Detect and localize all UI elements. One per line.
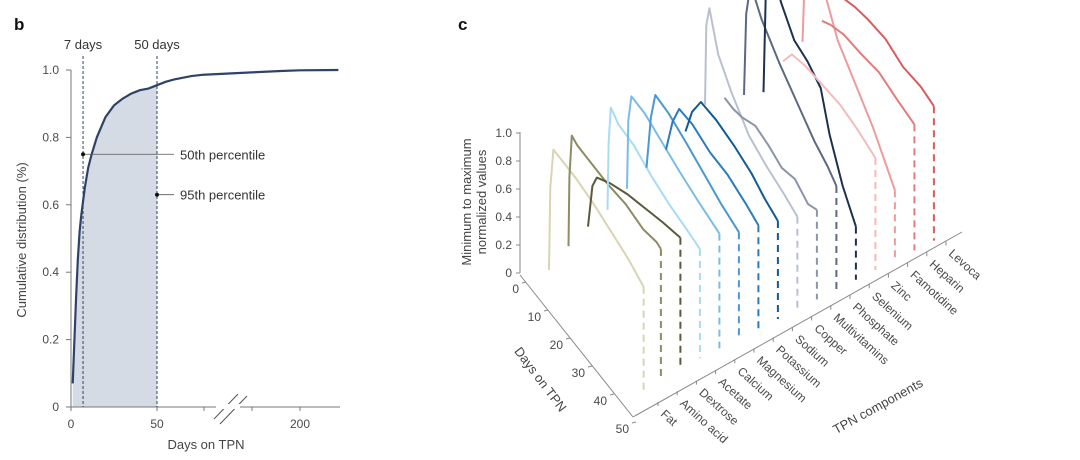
series-line: [606, 106, 701, 250]
b-y-tick-label: 1.0: [42, 63, 59, 77]
b-x-tick-label: 200: [290, 417, 310, 431]
c-components-axis: [632, 231, 963, 418]
c-days-tick: [565, 337, 571, 340]
series-acetate: [606, 106, 701, 359]
c-y-tick-label: 0: [505, 266, 512, 280]
series-line: [723, 97, 818, 211]
c-days-tick: [521, 281, 527, 284]
series-levocarnitine: [843, 0, 935, 241]
c-days-tick-label: 40: [594, 394, 608, 408]
axis-break-gap: [216, 404, 240, 409]
series-line: [645, 94, 740, 233]
series-line: [801, 0, 896, 191]
series-multivitamins: [723, 97, 818, 300]
b-x-tick-label: 0: [68, 417, 75, 431]
b-y-tick-label: 0: [52, 400, 59, 414]
c-days-tick: [631, 421, 637, 424]
series-calcium: [626, 95, 721, 349]
shaded-region: [72, 85, 157, 407]
series-line: [762, 0, 857, 227]
series-copper: [704, 7, 799, 310]
panel-label-b: b: [14, 15, 24, 34]
series-line: [782, 53, 877, 159]
series-line: [684, 101, 779, 222]
series-line: [821, 19, 916, 125]
series-line: [665, 108, 760, 226]
c-y-tick-label: 0.6: [495, 182, 512, 196]
c-y-axis-title-line2: normalized values: [474, 149, 489, 254]
c-days-tick: [543, 309, 549, 312]
c-component-label: Fat: [658, 407, 681, 429]
b-y-tick-label: 0.8: [42, 130, 59, 144]
c-days-tick-label: 0: [512, 282, 519, 296]
axis-break-mark: [219, 395, 248, 425]
series-amino-acid: [567, 134, 662, 378]
series-magnesium: [645, 94, 740, 339]
b-x-tick-label: 50: [150, 417, 164, 431]
vline-label: 7 days: [64, 37, 103, 52]
series-line: [843, 0, 935, 107]
c-y-tick-label: 0.2: [495, 238, 512, 252]
b-y-tick-label: 0.2: [42, 333, 59, 347]
c-days-tick-label: 10: [528, 310, 542, 324]
series-fat: [548, 148, 645, 391]
b-x-axis-title: Days on TPN: [167, 437, 244, 452]
series-zinc: [782, 53, 877, 270]
series-heparin: [821, 19, 916, 251]
series-potassium: [665, 108, 760, 329]
c-y-tick-label: 1.0: [495, 126, 512, 140]
annotation-dot: [81, 152, 86, 157]
series-dextrose: [587, 176, 682, 368]
series-famotidine: [801, 0, 896, 261]
c-y-axis-title-line1: Minimum to maximum: [459, 138, 474, 265]
b-y-axis-title: Cumulative distribution (%): [14, 162, 29, 317]
series-line: [587, 176, 682, 239]
panel-label-c: c: [458, 15, 467, 34]
b-y-tick-label: 0.4: [42, 265, 59, 279]
series-sodium: [684, 101, 779, 319]
c-days-axis: [519, 274, 634, 418]
series-line: [626, 95, 721, 235]
series-line: [567, 134, 662, 250]
series-selenium: [762, 0, 857, 280]
vline-label: 50 days: [134, 37, 180, 52]
series-line: [704, 7, 799, 218]
b-y-tick-label: 0.6: [42, 198, 59, 212]
c-x-axis-title: Days on TPN: [511, 344, 569, 415]
annotation-dot: [155, 192, 159, 197]
c-z-axis-title: TPN components: [830, 375, 926, 437]
c-days-tick: [609, 393, 615, 396]
series-phosphate: [743, 0, 838, 290]
c-y-tick-label: 0.4: [495, 210, 512, 224]
cdf-line: [71, 68, 339, 384]
c-days-tick-label: 20: [550, 338, 564, 352]
series-line: [743, 0, 838, 187]
c-days-tick: [587, 365, 593, 368]
annotation-label: 95th percentile: [180, 188, 265, 203]
panel-b-cdf-chart: b 0 0.2 0.4 0.6 0.8 1.0 0 50 200 7 days 50 days 50t…: [14, 15, 340, 452]
c-days-tick-label: 30: [572, 366, 586, 380]
c-y-tick-label: 0.8: [495, 154, 512, 168]
series-line: [548, 148, 645, 288]
c-component-label: Zinc: [888, 278, 914, 304]
annotation-label: 50th percentile: [180, 147, 265, 162]
c-days-tick-label: 50: [616, 422, 630, 436]
